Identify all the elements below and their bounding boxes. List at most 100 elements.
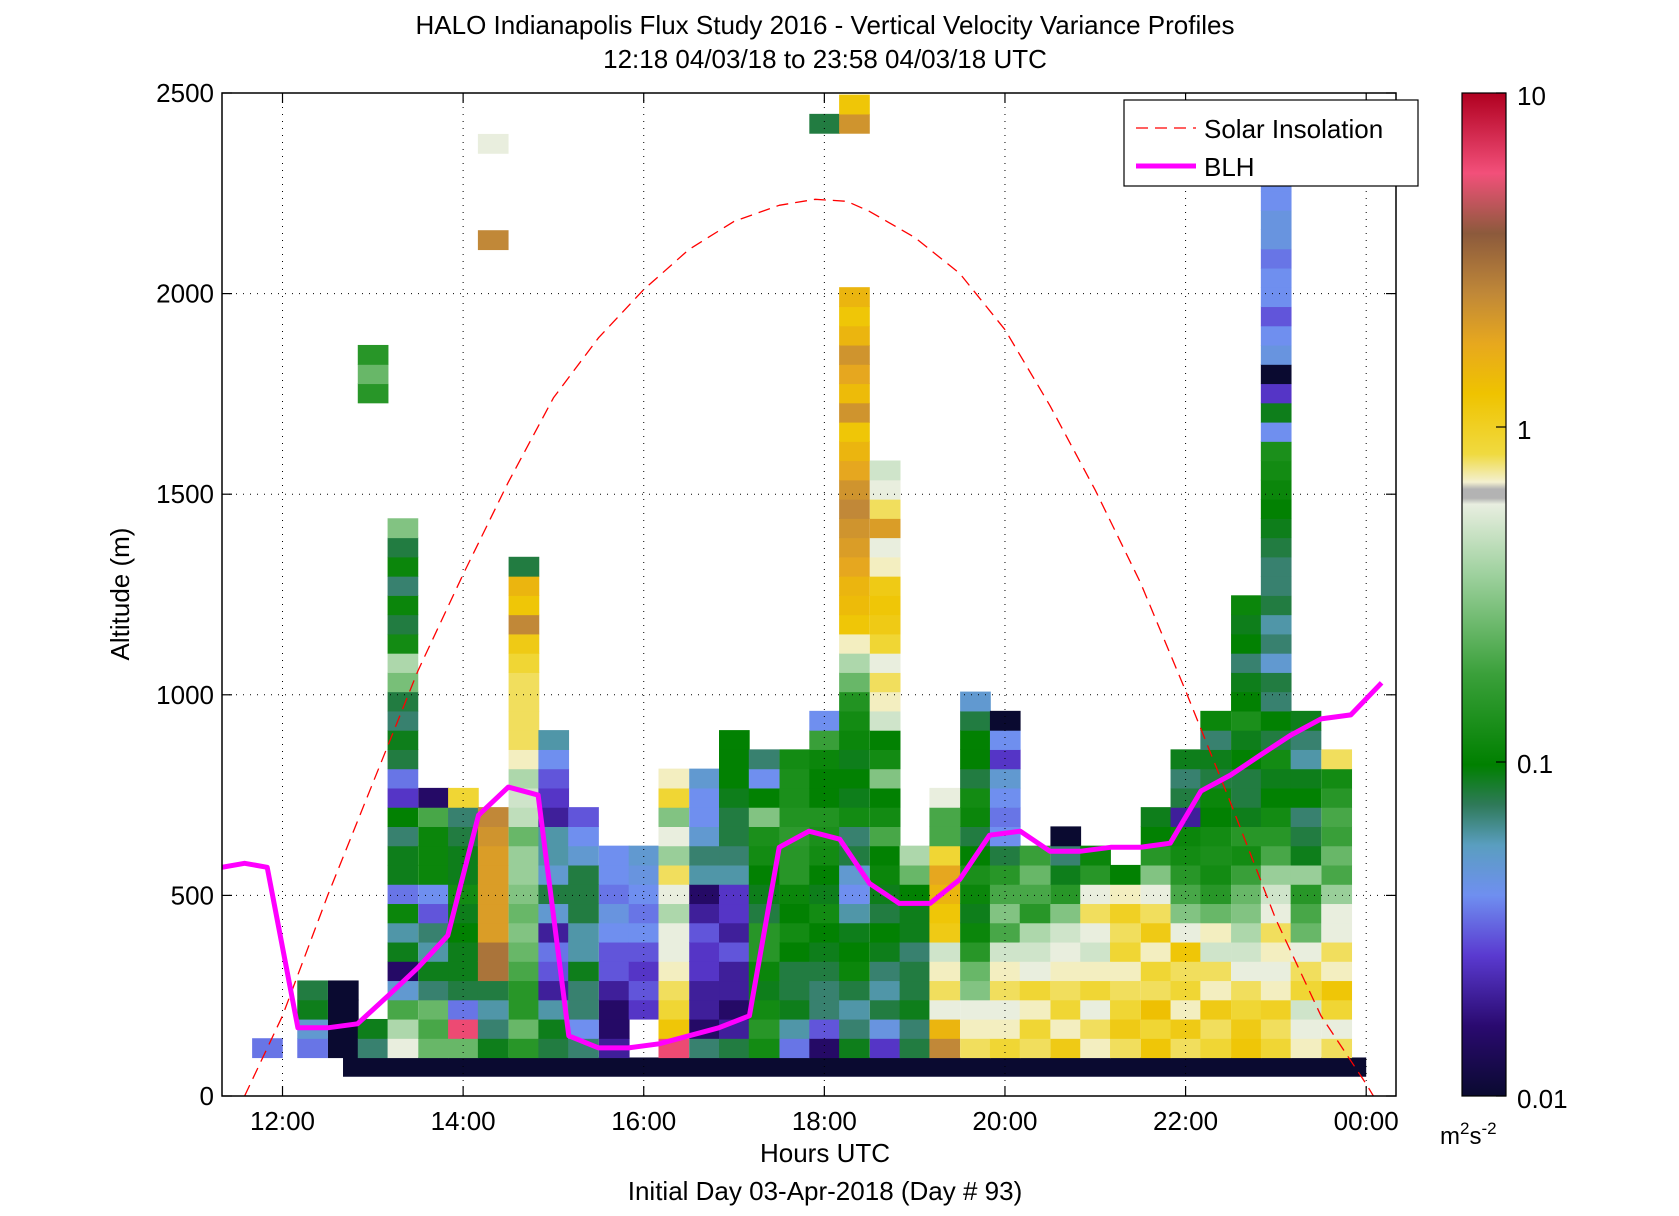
heatmap-cell	[1140, 826, 1172, 847]
heatmap-cell	[719, 999, 750, 1020]
heatmap-cell	[779, 864, 811, 885]
heatmap-cell	[1260, 710, 1292, 731]
heatmap-cell	[869, 768, 901, 789]
heatmap-cell	[1200, 807, 1232, 827]
colorbar-tick-label: 10	[1517, 81, 1546, 111]
heatmap-cell	[960, 807, 991, 827]
heatmap-cell	[1260, 229, 1292, 250]
heatmap-cell	[839, 306, 870, 327]
heatmap-cell	[448, 787, 479, 808]
heatmap-cell	[508, 807, 540, 827]
heatmap-cell	[1200, 961, 1232, 982]
heatmap-cell	[719, 807, 750, 827]
heatmap-cell	[1321, 961, 1353, 982]
heatmap-cell	[839, 787, 870, 808]
heatmap-cell	[689, 884, 720, 905]
heatmap-cell	[748, 903, 780, 924]
heatmap-cell	[1290, 922, 1322, 943]
heatmap-cell	[1080, 903, 1111, 924]
heatmap-cell	[1290, 961, 1322, 982]
y-tick-label: 0	[200, 1081, 214, 1111]
heatmap-cell	[598, 922, 630, 943]
legend-solar-label: Solar Insolation	[1204, 114, 1383, 144]
heatmap-cell	[508, 999, 540, 1020]
heatmap-cell	[1170, 903, 1202, 924]
heatmap-cell	[508, 903, 540, 924]
y-axis: 0 500 1000 1500 2000 2500	[156, 78, 1396, 1111]
heatmap-cell	[719, 941, 750, 962]
heatmap-cell	[568, 1018, 599, 1039]
heatmap-cell	[960, 710, 991, 731]
heatmap-cell	[719, 903, 750, 924]
heatmap-cell	[929, 999, 961, 1020]
heatmap-cell	[387, 614, 419, 635]
heatmap-cell	[1140, 1038, 1172, 1059]
heatmap-cell	[357, 383, 389, 404]
heatmap-cell	[1110, 999, 1141, 1020]
heatmap-cell	[809, 845, 840, 866]
heatmap-cell	[508, 941, 540, 962]
heatmap-cell	[748, 941, 780, 962]
heatmap-cell	[1260, 383, 1292, 404]
heatmap-cell	[779, 941, 811, 962]
heatmap-cell	[297, 1038, 328, 1059]
heatmap-cell	[869, 691, 901, 712]
heatmap-cell	[628, 941, 660, 962]
heatmap-cell	[839, 999, 870, 1020]
heatmap-cell	[899, 980, 931, 1001]
heatmap-cell	[869, 672, 901, 693]
heatmap-cell	[899, 884, 931, 905]
heatmap-cell	[1231, 614, 1262, 635]
heatmap-cell	[869, 1018, 901, 1039]
heatmap-cell	[1050, 980, 1082, 1001]
heatmap-cell	[508, 595, 540, 616]
heatmap-cell	[929, 980, 961, 1001]
heatmap-cell	[748, 1038, 780, 1059]
heatmap-cell	[839, 749, 870, 770]
heatmap-cell	[1200, 999, 1232, 1020]
heatmap-cell	[899, 1038, 931, 1059]
colorbar-tick-label: 0.1	[1517, 749, 1553, 779]
heatmap-cell	[1019, 999, 1051, 1020]
heatmap-cell	[1019, 1038, 1051, 1059]
heatmap-cell	[448, 961, 479, 982]
heatmap-cell	[1290, 941, 1322, 962]
heatmap-cell	[809, 807, 840, 827]
heatmap-cell	[809, 941, 840, 962]
heatmap-cell	[809, 113, 840, 134]
heatmap-cell	[297, 980, 328, 1001]
heatmap-cell	[387, 595, 419, 616]
heatmap-cell	[477, 845, 509, 866]
heatmap-cell	[989, 710, 1021, 731]
heatmap-cell	[508, 845, 540, 866]
heatmap-cell	[658, 826, 690, 847]
heatmap-cell	[1200, 1018, 1232, 1039]
heatmap-cell	[1050, 864, 1082, 885]
heatmap-cell	[869, 749, 901, 770]
heatmap-cell	[1260, 730, 1292, 750]
heatmap-cell	[1110, 980, 1141, 1001]
heatmap-cell	[989, 845, 1021, 866]
heatmap-cell	[809, 768, 840, 789]
heatmap-cell	[809, 1018, 840, 1039]
heatmap-cell	[658, 941, 690, 962]
heatmap-cell	[989, 768, 1021, 789]
heatmap-cell	[628, 961, 660, 982]
heatmap-cell	[598, 864, 630, 885]
series-lines	[222, 198, 1384, 1096]
heatmap-cell	[1260, 537, 1292, 558]
x-tick-label: 14:00	[431, 1106, 496, 1136]
heatmap-cell	[689, 922, 720, 943]
heatmap-cell	[1170, 961, 1202, 982]
heatmap-cell	[1019, 1018, 1051, 1039]
heatmap-cell	[1200, 941, 1232, 962]
heatmap-cell	[477, 999, 509, 1020]
heatmap-cell	[839, 633, 870, 654]
heatmap-cell	[839, 884, 870, 905]
heatmap-cell	[1260, 864, 1292, 885]
heatmap-cell	[1170, 941, 1202, 962]
y-tick-label: 2000	[156, 279, 214, 309]
heatmap-cell	[508, 1018, 540, 1039]
colorbar-gradient	[1461, 92, 1507, 1097]
